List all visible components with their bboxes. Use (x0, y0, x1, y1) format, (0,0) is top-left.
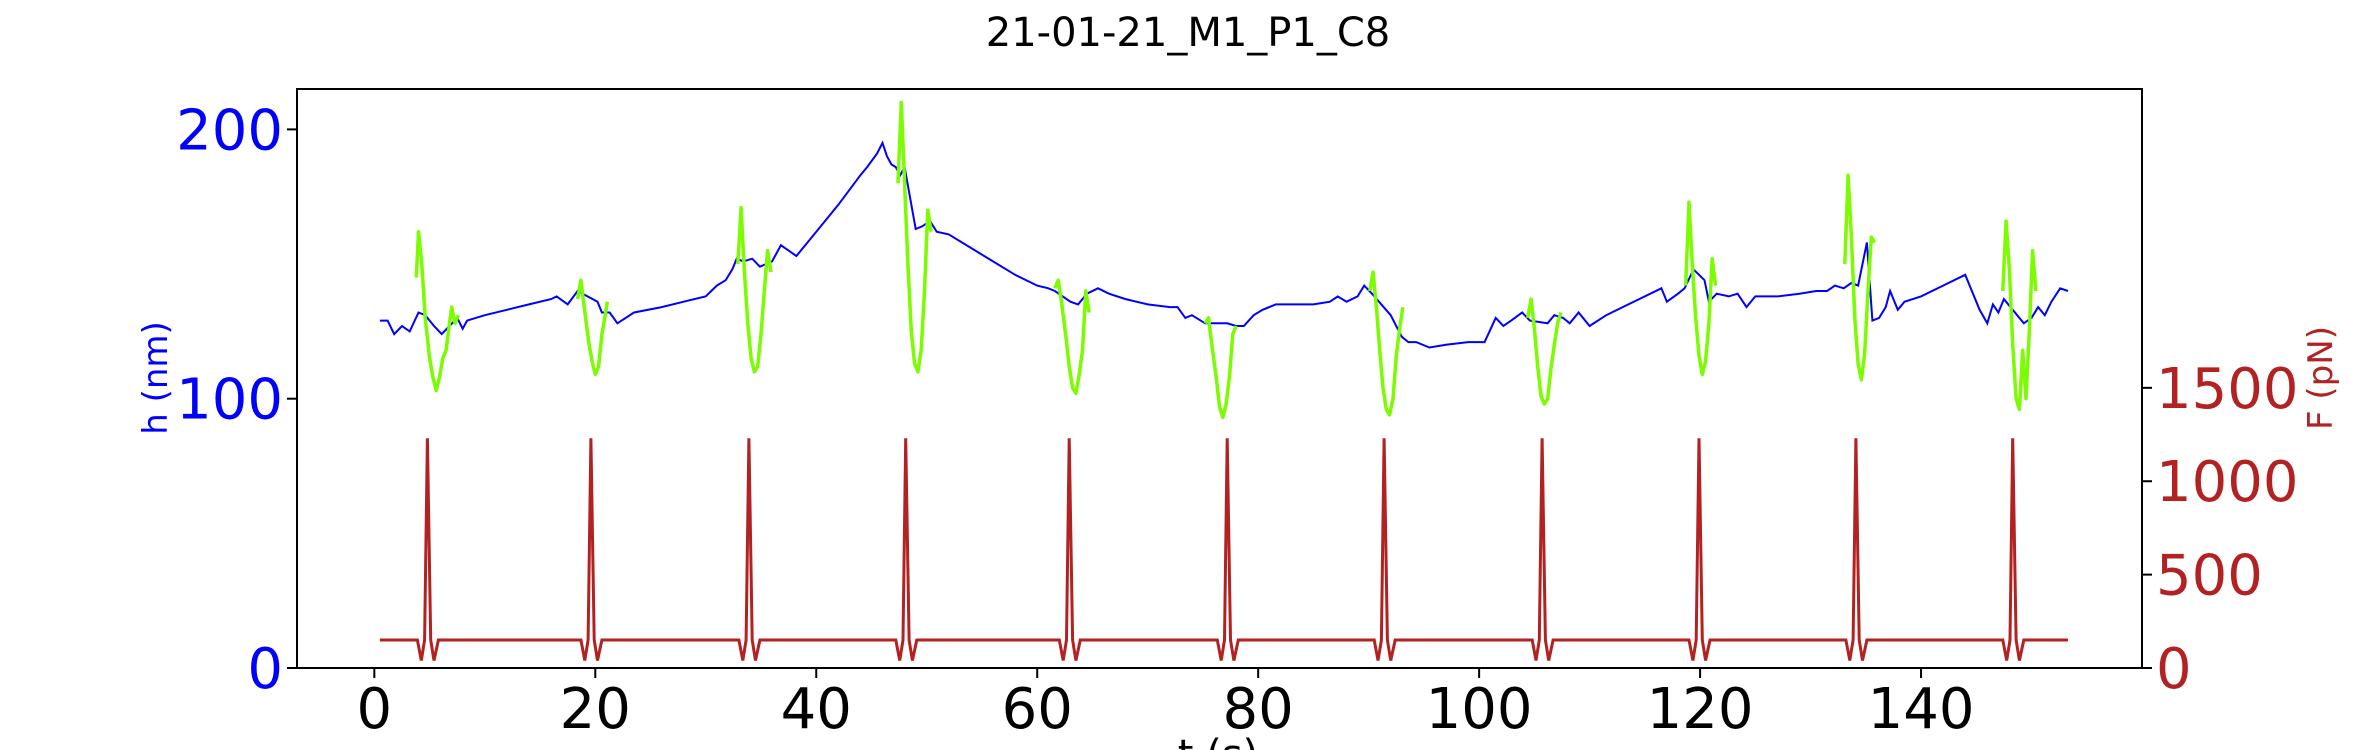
x-tick-label: 80 (1223, 677, 1294, 742)
plot-series (379, 100, 2069, 661)
x-axis-label: t (s) (1178, 732, 1258, 750)
y-right-tick-label: 1500 (2156, 357, 2299, 422)
x-tick-label: 120 (1647, 677, 1754, 742)
compression-segment-11 (2001, 219, 2038, 412)
x-tick-label: 20 (560, 677, 631, 742)
compression-segment-6 (1203, 316, 1238, 420)
x-tick-label: 60 (1002, 677, 1073, 742)
y-right-tick-label: 0 (2156, 637, 2192, 702)
compression-segment-5 (1053, 278, 1091, 396)
compression-segment-3 (736, 205, 773, 374)
y-left-tick-label: 100 (176, 368, 283, 433)
y-left-tick-label: 0 (247, 637, 283, 702)
compression-segment-7 (1368, 270, 1405, 417)
compression-segment-4 (896, 100, 933, 374)
height-line (379, 140, 2069, 349)
x-tick-label: 100 (1426, 677, 1533, 742)
y-left-tick-label: 200 (176, 98, 283, 163)
x-tick-label: 40 (781, 677, 852, 742)
y-left-axis: 0 100 200 (176, 98, 297, 702)
y-right-label: F (pN) (2301, 326, 2341, 430)
chart-title: 21-01-21_M1_P1_C8 (986, 10, 1390, 56)
compression-segment-2 (575, 278, 610, 377)
y-left-label: h (nm) (136, 321, 176, 435)
compression-segment-9 (1683, 200, 1718, 377)
compression-segment-10 (1843, 173, 1877, 382)
x-axis: 0 20 40 60 80 100 120 140 (357, 668, 1975, 742)
plot-frame (296, 88, 2143, 669)
y-right-tick-label: 500 (2156, 544, 2263, 609)
compression-segment-8 (1525, 297, 1563, 406)
y-right-axis: 0 500 1000 1500 (2142, 357, 2299, 702)
compression-segment-1 (414, 229, 460, 393)
x-tick-label: 0 (357, 677, 393, 742)
x-tick-label: 140 (1868, 677, 1975, 742)
force-line (379, 438, 2068, 661)
y-right-tick-label: 1000 (2156, 450, 2299, 515)
